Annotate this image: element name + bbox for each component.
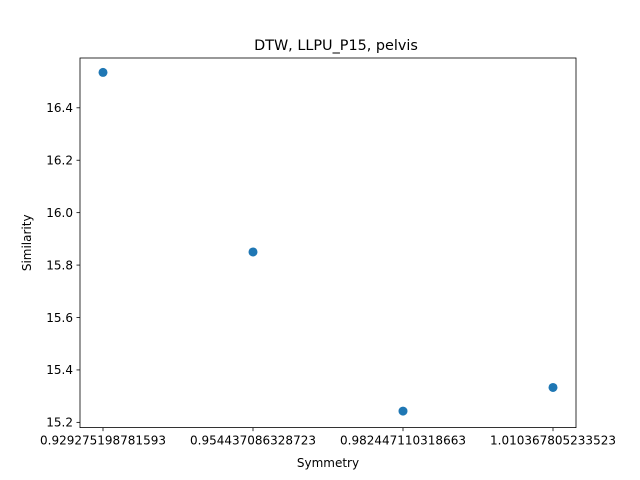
y-tick-label: 16.4 [46, 101, 73, 115]
data-point [248, 247, 258, 257]
x-tick-label: 0.954437086328723 [190, 434, 316, 448]
y-tick-label: 15.4 [46, 363, 73, 377]
data-points [98, 67, 558, 416]
y-tick-label: 15.2 [46, 416, 73, 430]
x-axis: 0.929275198781593 0.954437086328723 0.9824… [40, 427, 616, 448]
x-tick-label: 0.929275198781593 [40, 434, 166, 448]
y-tick-label: 16.0 [46, 206, 73, 220]
x-tick-label: 1.010367805233523 [490, 434, 616, 448]
data-point [398, 406, 408, 416]
x-axis-label: Symmetry [297, 456, 359, 470]
y-tick-label: 15.6 [46, 311, 73, 325]
plot-frame [79, 57, 577, 429]
y-tick-label: 16.2 [46, 154, 73, 168]
y-axis-label: Similarity [20, 214, 34, 271]
y-axis: 15.2 15.4 15.6 15.8 16.0 16.2 16.4 [46, 101, 80, 430]
data-point [548, 382, 558, 392]
y-tick-label: 15.8 [46, 258, 73, 272]
chart-title: DTW, LLPU_P15, pelvis [254, 38, 418, 54]
data-point [98, 67, 108, 77]
x-tick-label: 0.982447110318663 [340, 434, 466, 448]
